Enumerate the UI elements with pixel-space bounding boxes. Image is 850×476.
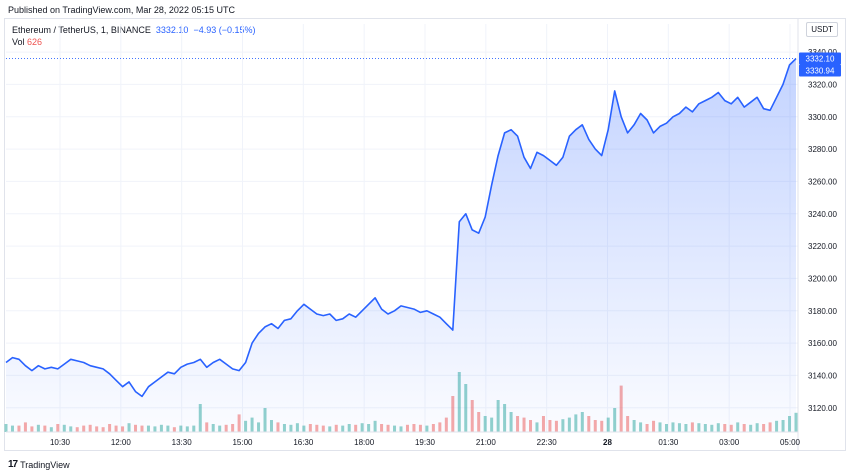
x-tick-label: 03:00 bbox=[719, 438, 740, 447]
y-tick-label: 3300.00 bbox=[808, 113, 837, 122]
secondary-price-label: 3330.94 bbox=[806, 67, 835, 76]
x-tick-label: 10:30 bbox=[50, 438, 71, 447]
legend-volume-row: Vol 626 bbox=[12, 36, 256, 48]
legend-symbol: Ethereum / TetherUS, 1, BINANCE bbox=[12, 25, 151, 35]
chart-frame bbox=[4, 18, 846, 451]
published-note: Published on TradingView.com, Mar 28, 20… bbox=[8, 5, 235, 15]
y-tick-label: 3280.00 bbox=[808, 145, 837, 154]
y-tick-label: 3160.00 bbox=[808, 339, 837, 348]
x-axis: 10:30 12:00 13:30 15:00 16:30 18:00 19:30 21:00… bbox=[6, 431, 801, 447]
price-labels: 3332.10 3330.94 bbox=[799, 52, 841, 77]
footer-brand-text: TradingView bbox=[20, 459, 70, 470]
x-tick-label: 13:30 bbox=[172, 438, 193, 447]
currency-button[interactable]: USDT bbox=[806, 22, 838, 37]
chart-legend: Ethereum / TetherUS, 1, BINANCE 3332.10 … bbox=[12, 24, 256, 48]
y-tick-label: 3120.00 bbox=[808, 404, 837, 413]
legend-price: 3332.10 bbox=[155, 25, 189, 35]
footer-brand: 17 TradingView bbox=[8, 459, 70, 470]
x-tick-label: 22:30 bbox=[537, 438, 558, 447]
current-price-badge bbox=[799, 52, 841, 65]
legend-symbol-row: Ethereum / TetherUS, 1, BINANCE 3332.10 … bbox=[12, 24, 256, 36]
x-tick-label: 21:00 bbox=[476, 438, 497, 447]
x-tick-label: 18:00 bbox=[354, 438, 375, 447]
legend-change: −4.93 (−0.15%) bbox=[193, 25, 256, 35]
y-axis: 3120.00 3140.00 3160.00 3180.00 3200.00 3220.… bbox=[797, 19, 837, 450]
y-tick-label: 3140.00 bbox=[808, 371, 837, 380]
x-tick-label: 16:30 bbox=[293, 438, 314, 447]
tradingview-logo-icon: 17 bbox=[8, 459, 18, 470]
y-tick-label: 3320.00 bbox=[808, 80, 837, 89]
x-tick-label: 28 bbox=[603, 438, 612, 447]
x-tick-label: 05:00 bbox=[780, 438, 801, 447]
y-tick-label: 3180.00 bbox=[808, 307, 837, 316]
legend-vol-value: 626 bbox=[27, 37, 43, 47]
x-tick-label: 15:00 bbox=[232, 438, 253, 447]
y-tick-label: 3200.00 bbox=[808, 274, 837, 283]
x-tick-label: 12:00 bbox=[111, 438, 132, 447]
price-line bbox=[5, 58, 797, 398]
y-tick-label: 3240.00 bbox=[808, 210, 837, 219]
y-tick-label: 3260.00 bbox=[808, 177, 837, 186]
x-tick-label: 01:30 bbox=[658, 438, 679, 447]
y-tick-label: 3220.00 bbox=[808, 242, 837, 251]
legend-vol-label: Vol bbox=[12, 37, 25, 47]
x-tick-label: 19:30 bbox=[415, 438, 436, 447]
price-area bbox=[5, 58, 798, 432]
current-price-label: 3332.10 bbox=[806, 55, 835, 64]
secondary-price-badge bbox=[799, 64, 841, 77]
price-area-fill bbox=[6, 58, 796, 432]
